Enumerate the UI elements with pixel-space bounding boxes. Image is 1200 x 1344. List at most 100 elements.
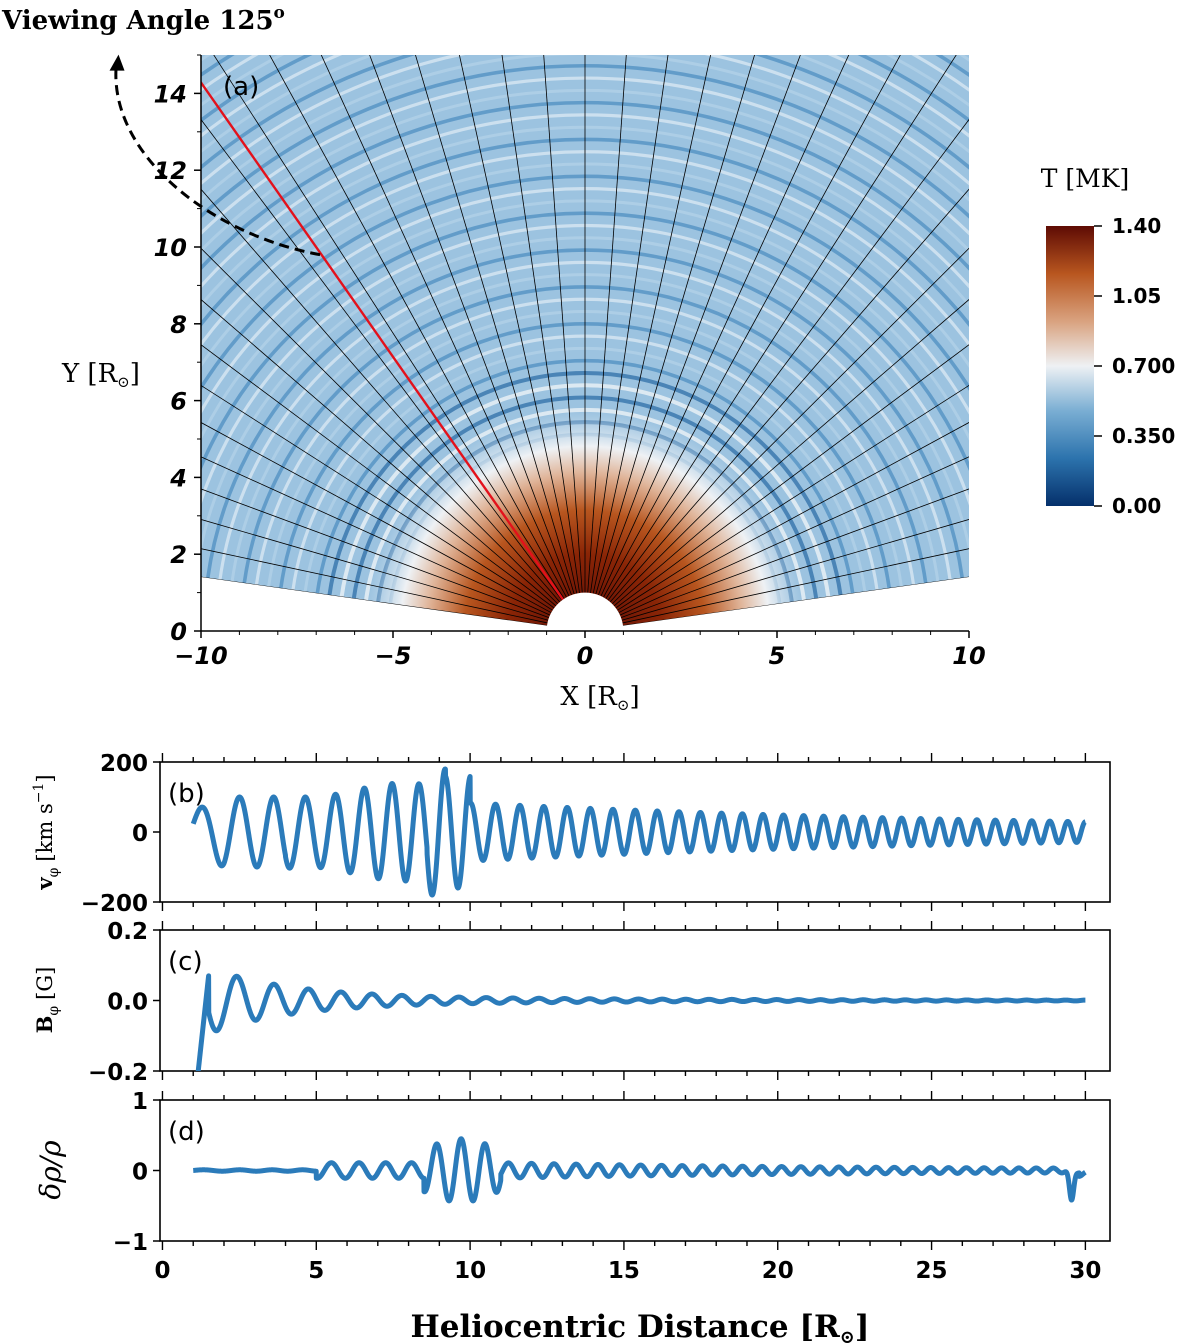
panel-label-a: (a) (223, 72, 259, 102)
field-line (201, 422, 552, 614)
field-line (613, 299, 969, 607)
field-line (620, 488, 969, 619)
temperature-field (201, 55, 969, 631)
y-tick-label: 0.2 (107, 919, 148, 945)
colorbar-tick-label: 1.40 (1112, 214, 1161, 238)
y-tick-label: −1 (113, 1230, 148, 1256)
map-x-tick-label: 5 (769, 642, 786, 670)
field-line (369, 55, 572, 596)
y-tick-label: −0.2 (88, 1060, 148, 1086)
field-line (201, 384, 553, 611)
series-line (195, 973, 1088, 1071)
map-y-tick-label: 6 (170, 388, 187, 416)
field-line (595, 55, 755, 595)
field-line (320, 55, 570, 597)
colorbar-title: T [MK] (1041, 164, 1129, 193)
field-line (611, 247, 969, 605)
field-line (501, 55, 580, 594)
temperature-colorbar: T [MK] 1.40 1.05 0.700 0.350 0.00 (1041, 164, 1175, 518)
field-line (617, 384, 969, 611)
field-line (618, 422, 969, 614)
velocity-panel: 200 0 −200 (b) (81, 751, 1111, 917)
map-x-label-text: X [R (560, 682, 618, 712)
map-y-tick-label: 4 (169, 464, 187, 492)
field-line (607, 118, 969, 601)
field-line (269, 55, 567, 598)
panel-label: (c) (168, 947, 203, 977)
density-y-axis-label: δρ/ρ (34, 1140, 67, 1200)
viewing-angle-sup: o (274, 3, 285, 23)
field-line (592, 55, 711, 594)
field-line (201, 548, 548, 624)
velocity-y-label-sub: φ (46, 867, 62, 877)
x-tick-label: 10 (454, 1258, 486, 1284)
field-line (598, 55, 801, 596)
map-y-tick-label: 14 (154, 80, 187, 108)
field-line (415, 55, 575, 595)
viewing-angle-label: Viewing Angle (1, 6, 210, 36)
field-line (605, 55, 957, 599)
map-x-axis-label: X [R⊙] (560, 682, 639, 714)
map-y-axis-label: Y [R⊙] (61, 359, 140, 391)
colorbar-ticks: 1.40 1.05 0.700 0.350 0.00 (1094, 214, 1175, 518)
map-x-tick-label: −10 (174, 642, 228, 670)
map-y-label-text: Y [R (61, 359, 119, 389)
field-line (621, 519, 969, 621)
colorbar-tick-label: 0.350 (1112, 424, 1175, 448)
y-tick-label: 0 (132, 1160, 148, 1186)
map-x-tick-label: −5 (375, 642, 412, 670)
velocity-y-label-close: ] (33, 774, 57, 782)
x-tick-label: 15 (608, 1258, 640, 1284)
map-x-tick-label: 10 (952, 642, 985, 670)
field-line (201, 519, 549, 621)
bfield-y-label-sub: φ (46, 1006, 62, 1016)
x-tick-label: 20 (762, 1258, 794, 1284)
excluded-region (201, 577, 969, 631)
colorbar-tick-label: 0.00 (1112, 494, 1161, 518)
series-line (190, 766, 1088, 898)
bottom-x-label-text: Heliocentric Distance [R (410, 1309, 840, 1344)
panel-label: (b) (168, 779, 205, 809)
field-line (201, 188, 561, 603)
panel-frame (159, 761, 1111, 903)
bfield-y-label-symbol: B (32, 1016, 57, 1034)
x-tick-label: 5 (308, 1258, 324, 1284)
field-line (600, 55, 850, 597)
velocity-y-label-units: [km s (33, 803, 57, 861)
colorbar-gradient (1046, 226, 1094, 506)
field-line (619, 456, 969, 616)
map-y-tick-label: 10 (154, 234, 187, 262)
colorbar-tick-label: 1.05 (1112, 284, 1161, 308)
field-line (609, 188, 969, 603)
x-tick-label: 30 (1069, 1258, 1101, 1284)
field-line (622, 576, 969, 627)
y-tick-label: −200 (81, 891, 148, 917)
map-y-sun-symbol: ⊙ (117, 373, 130, 391)
map-x-tick-label: 0 (577, 642, 594, 670)
field-line (622, 548, 969, 624)
bottom-x-sun-symbol: ⊙ (840, 1327, 855, 1344)
density-panel: 10−1(d)0 5 10 15 20 25 30 (113, 1089, 1111, 1284)
bfield-y-axis-label: Bφ [G] (32, 967, 62, 1034)
sun-disk (546, 592, 624, 631)
viewing-arrow-path (114, 62, 321, 257)
y-tick-label: 0.0 (107, 990, 148, 1016)
magnetic-field-panel: 0.2 0.0 −0.2 (c) (88, 919, 1111, 1086)
field-line (615, 344, 969, 609)
field-line (459, 55, 578, 594)
field-line (201, 247, 559, 605)
y-tick-label: 200 (100, 751, 148, 777)
viewing-direction-arrow (109, 54, 321, 257)
x-tick-label: 25 (916, 1258, 948, 1284)
map-y-tick-label: 8 (170, 311, 187, 339)
series-line (190, 1136, 1088, 1204)
map-x-sun-symbol: ⊙ (617, 696, 630, 714)
y-tick-label: 0 (132, 821, 148, 847)
velocity-y-axis-label: vφ [km s−1] (31, 774, 62, 890)
field-line (201, 118, 563, 601)
map-y-tick-label: 0 (170, 618, 187, 646)
panel-label: (d) (168, 1117, 205, 1147)
velocity-y-label-symbol: v (32, 877, 57, 891)
